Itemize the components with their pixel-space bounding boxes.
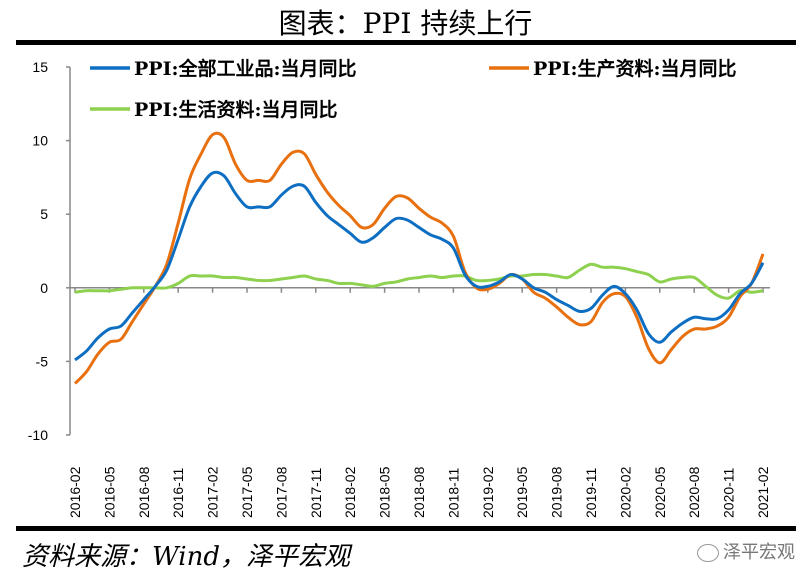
legend-label: PPI:生活资料:当月同比 xyxy=(134,98,338,121)
x-tick-label: 2020-08 xyxy=(686,466,702,518)
x-tick-label: 2019-05 xyxy=(514,466,530,518)
x-tick-label: 2020-05 xyxy=(652,466,668,518)
x-tick-label: 2018-05 xyxy=(377,466,393,518)
y-tick-label: 10 xyxy=(32,133,48,149)
y-tick-label: -10 xyxy=(28,427,48,443)
x-tick-label: 2016-11 xyxy=(170,467,186,518)
x-tick-label: 2018-02 xyxy=(342,466,358,518)
watermark: 泽平宏观 xyxy=(697,538,795,564)
series-line-2 xyxy=(73,131,765,385)
wechat-icon xyxy=(697,544,719,562)
y-tick-label: 0 xyxy=(40,280,48,296)
watermark-text: 泽平宏观 xyxy=(723,542,795,563)
x-tick-label: 2019-11 xyxy=(583,467,599,518)
x-tick-label: 2019-08 xyxy=(549,466,565,518)
y-tick-label: 15 xyxy=(32,59,48,75)
x-tick-label: 2019-02 xyxy=(480,466,496,518)
x-tick-label: 2018-11 xyxy=(445,467,461,518)
legend-label: PPI:全部工业品:当月同比 xyxy=(134,57,357,80)
series-line-3 xyxy=(74,262,764,300)
x-tick-label: 2016-08 xyxy=(136,466,152,518)
x-tick-label: 2017-02 xyxy=(205,466,221,518)
x-tick-label: 2016-02 xyxy=(67,466,83,518)
y-tick-label: 5 xyxy=(40,206,48,222)
legend-label: PPI:生产资料:当月同比 xyxy=(533,57,737,80)
top-rule xyxy=(16,40,796,45)
x-tick-label: 2017-05 xyxy=(239,466,255,518)
source-note: 资料来源：Wind，泽平宏观 xyxy=(22,542,350,572)
y-tick-label: -5 xyxy=(36,353,49,369)
bottom-rule xyxy=(16,526,796,531)
x-tick-label: 2020-11 xyxy=(721,467,737,518)
x-tick-label: 2020-02 xyxy=(617,466,633,518)
x-tick-label: 2017-11 xyxy=(308,467,324,518)
x-tick-label: 2017-08 xyxy=(273,466,289,518)
series-line-1 xyxy=(74,170,765,362)
x-tick-label: 2016-05 xyxy=(101,466,117,518)
chart-title: 图表：PPI 持续上行 xyxy=(278,7,533,40)
x-tick-label: 2018-08 xyxy=(411,466,427,518)
x-tick-label: 2021-02 xyxy=(755,466,771,518)
